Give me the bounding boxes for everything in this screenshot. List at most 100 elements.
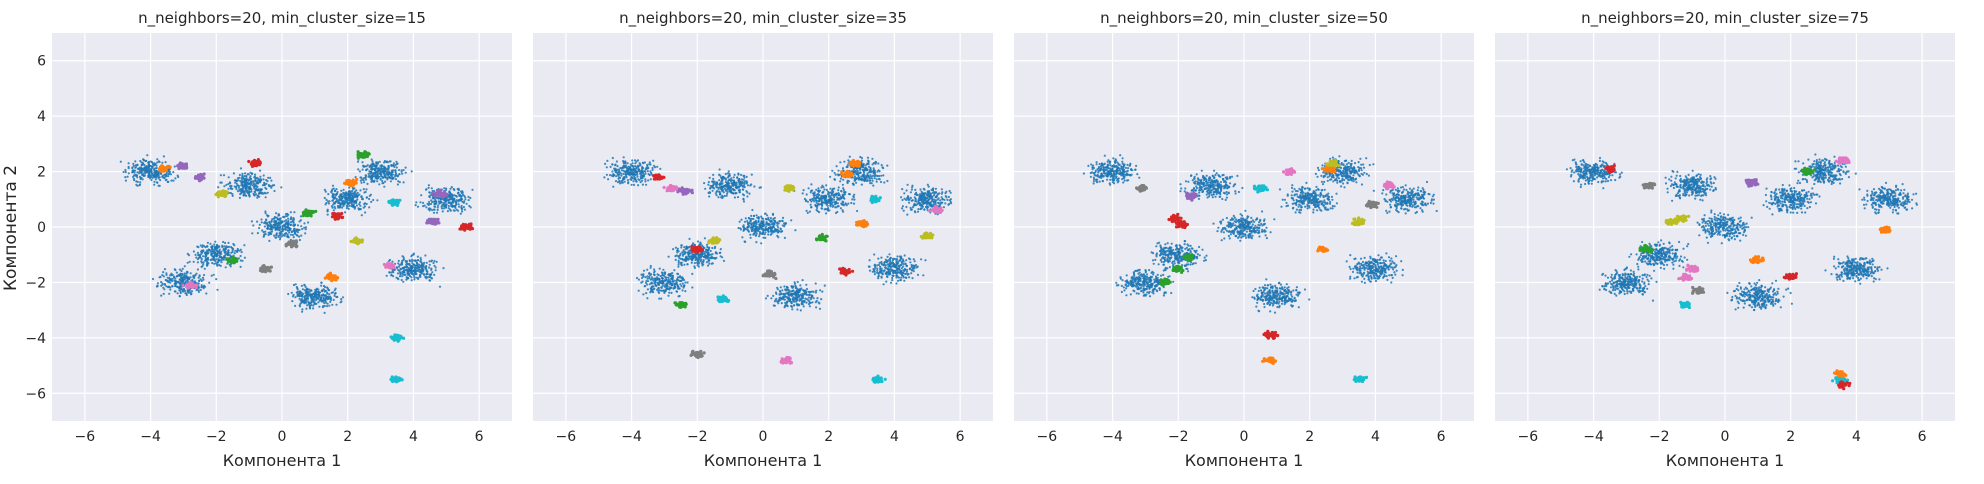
scatter-point bbox=[841, 183, 845, 186]
scatter-point bbox=[174, 177, 177, 180]
scatter-point bbox=[313, 302, 316, 305]
scatter-point bbox=[693, 266, 697, 269]
scatter-point bbox=[427, 186, 430, 189]
scatter-point bbox=[215, 252, 218, 255]
scatter-point bbox=[199, 244, 202, 247]
scatter-point bbox=[428, 191, 431, 194]
scatter-point bbox=[167, 280, 170, 284]
scatter-point bbox=[826, 193, 830, 196]
scatter-point bbox=[361, 168, 364, 171]
scatter-point bbox=[207, 251, 210, 254]
scatter-point bbox=[711, 189, 714, 192]
scatter-point bbox=[393, 268, 396, 271]
scatter-point bbox=[256, 189, 259, 192]
scatter-point bbox=[431, 200, 434, 204]
scatter-point bbox=[242, 177, 246, 180]
scatter-point bbox=[184, 292, 187, 295]
scatter-point bbox=[284, 232, 287, 235]
scatter-point bbox=[402, 169, 405, 172]
scatter-point bbox=[704, 187, 707, 190]
scatter-point bbox=[242, 186, 245, 189]
x-tick-label: −2 bbox=[206, 429, 227, 445]
scatter-point bbox=[289, 221, 293, 224]
scatter-point bbox=[170, 274, 173, 277]
scatter-point bbox=[162, 155, 165, 158]
scatter-point bbox=[195, 288, 198, 292]
scatter-point bbox=[457, 203, 460, 206]
scatter-point bbox=[464, 196, 467, 199]
scatter-point bbox=[864, 168, 867, 171]
scatter-point bbox=[348, 204, 351, 207]
scatter-point bbox=[881, 166, 884, 169]
scatter-point bbox=[369, 172, 372, 175]
scatter-point bbox=[755, 214, 758, 217]
scatter-point bbox=[171, 279, 174, 283]
scatter-point bbox=[243, 175, 246, 178]
scatter-point bbox=[165, 272, 168, 275]
scatter-point bbox=[706, 264, 710, 267]
scatter-point bbox=[351, 189, 354, 193]
scatter-point bbox=[449, 195, 452, 198]
scatter-point bbox=[192, 250, 195, 253]
scatter-point bbox=[366, 164, 369, 167]
scatter-point bbox=[909, 261, 912, 264]
scatter-point bbox=[769, 230, 773, 233]
scatter-point bbox=[681, 257, 684, 261]
scatter-point bbox=[676, 249, 679, 252]
scatter-point bbox=[202, 261, 205, 264]
scatter-point bbox=[163, 283, 166, 286]
scatter-point bbox=[149, 165, 153, 168]
scatter-point bbox=[882, 264, 885, 267]
scatter-point bbox=[256, 220, 259, 223]
scatter-point bbox=[147, 166, 150, 169]
scatter-point bbox=[278, 217, 281, 220]
scatter-point bbox=[875, 180, 878, 183]
scatter-point bbox=[392, 275, 395, 278]
scatter-point bbox=[324, 190, 327, 193]
scatter-point bbox=[850, 201, 853, 205]
scatter-point bbox=[841, 200, 844, 203]
scatter-point bbox=[340, 298, 343, 301]
scatter-point bbox=[258, 226, 261, 230]
scatter-point bbox=[223, 250, 226, 253]
scatter-point bbox=[195, 272, 198, 275]
scatter-point bbox=[160, 294, 163, 297]
scatter-point bbox=[816, 193, 820, 196]
scatter-point bbox=[271, 218, 274, 221]
scatter-point bbox=[821, 184, 824, 187]
scatter-point bbox=[404, 166, 407, 169]
scatter-point bbox=[247, 173, 250, 176]
scatter-point bbox=[355, 189, 358, 192]
scatter-point bbox=[709, 249, 712, 253]
scatter-point bbox=[371, 164, 374, 167]
scatter-point bbox=[329, 300, 332, 303]
scatter-point bbox=[264, 196, 267, 199]
scatter-point bbox=[241, 259, 244, 262]
scatter-point bbox=[832, 194, 835, 197]
scatter-point bbox=[455, 194, 458, 198]
scatter-point bbox=[387, 200, 391, 204]
scatter-point bbox=[741, 188, 744, 191]
scatter-point bbox=[294, 232, 297, 235]
scatter-point bbox=[922, 274, 925, 277]
scatter-point bbox=[153, 183, 156, 186]
scatter-point bbox=[326, 213, 329, 216]
scatter-point bbox=[450, 203, 453, 206]
scatter-point bbox=[240, 251, 243, 254]
scatter-point bbox=[332, 209, 335, 212]
scatter-point bbox=[686, 263, 689, 266]
scatter-point bbox=[180, 279, 183, 282]
scatter-point bbox=[251, 172, 254, 175]
scatter-point bbox=[410, 276, 413, 279]
scatter-point bbox=[274, 224, 278, 227]
scatter-point bbox=[265, 218, 268, 221]
scatter-point bbox=[713, 247, 716, 250]
scatter-point bbox=[310, 295, 313, 298]
scatter-point bbox=[187, 291, 190, 294]
scatter-point bbox=[772, 226, 776, 229]
y-tick-label: 4 bbox=[37, 109, 46, 125]
scatter-point bbox=[776, 228, 779, 231]
scatter-point bbox=[324, 203, 327, 206]
scatter-point bbox=[871, 157, 874, 160]
scatter-point bbox=[417, 263, 421, 266]
